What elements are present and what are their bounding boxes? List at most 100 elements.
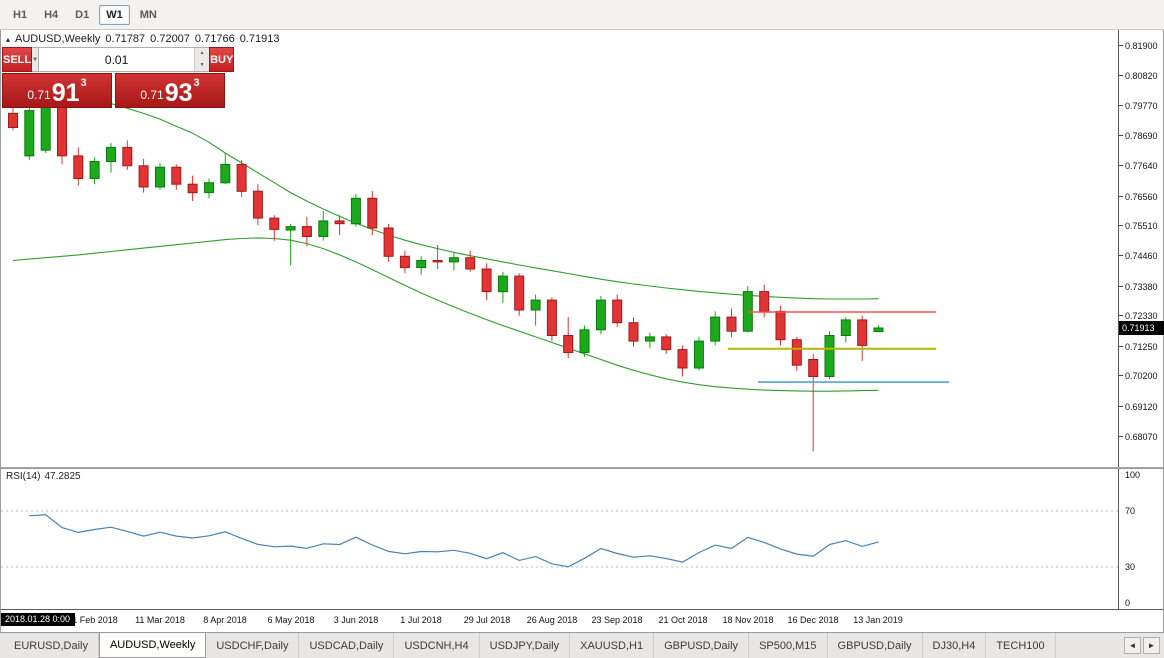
candle [497, 275, 508, 293]
date-axis-label: 23 Sep 2018 [591, 615, 643, 625]
rsi-axis-label: 70 [1125, 506, 1136, 516]
timeframe-button-h4[interactable]: H4 [37, 5, 65, 25]
order-dropdown-button[interactable]: ▼ [32, 47, 40, 72]
candle [220, 163, 231, 184]
first-bar-date-badge: 2018.01.28 0:00 [1, 613, 76, 626]
tab-scroll-left-button[interactable]: ◄ [1124, 637, 1141, 654]
symbol-tab[interactable]: AUDUSD,Weekly [98, 633, 207, 658]
date-axis-label: 6 May 2018 [267, 615, 315, 625]
price-axis-label: 0.81900 [1119, 41, 1158, 51]
price-axis-label: 0.80820 [1119, 71, 1158, 81]
candle [40, 101, 51, 151]
candle [775, 310, 786, 341]
timeframe-button-h1[interactable]: H1 [6, 5, 34, 25]
symbol-tab[interactable]: XAUUSD,H1 [570, 633, 655, 658]
symbol-tab[interactable]: TECH100 [986, 633, 1056, 658]
candle [204, 182, 214, 194]
candle [432, 260, 443, 263]
rsi-axis-label: 30 [1125, 562, 1136, 572]
price-axis-label: 0.77640 [1119, 161, 1158, 171]
symbol-tab-bar: EURUSD,Daily AUDUSD,Weekly USDCHF,Daily USD… [0, 632, 1164, 658]
symbol-tab[interactable]: DJ30,H4 [923, 633, 987, 658]
sell-price-big: 91 [51, 79, 80, 107]
candle [350, 197, 361, 225]
volume-down-button[interactable]: ▼ [195, 59, 210, 71]
sell-button[interactable]: SELL [2, 47, 33, 72]
timeframe-toolbar: H1 H4 D1 W1 MN [0, 0, 1164, 30]
timeframe-button-w1[interactable]: W1 [99, 4, 130, 25]
rsi-chart[interactable] [1, 469, 1118, 609]
price-axis[interactable]: 0.71913 0.81900 0.80820 0.79770 0.78690 0.77… [1118, 30, 1164, 467]
current-price-tag: 0.71913 [1119, 321, 1164, 335]
pane-separator[interactable] [1, 467, 1163, 469]
sell-price-base: 0.71 [27, 88, 51, 102]
symbol-tab[interactable]: EURUSD,Daily [4, 633, 99, 658]
price-axis-label: 0.72330 [1119, 311, 1158, 321]
symbol-tab[interactable]: USDCNH,H4 [394, 633, 480, 658]
candle [155, 166, 165, 188]
rsi-pane[interactable]: RSI(14) 47.2825 100 70 30 0 [1, 469, 1163, 609]
price-axis-label: 0.76560 [1119, 192, 1158, 202]
candle [840, 319, 851, 336]
rsi-axis-label: 100 [1125, 470, 1141, 480]
candle [726, 316, 737, 332]
timeframe-button-d1[interactable]: D1 [68, 5, 96, 25]
main-chart-pane[interactable]: ▴ AUDUSD,Weekly 0.71787 0.72007 0.71766 0.719… [1, 30, 1164, 467]
symbol-tab[interactable]: USDJPY,Daily [480, 633, 571, 658]
timeframe-button-mn[interactable]: MN [133, 5, 164, 25]
candle [106, 146, 116, 163]
symbol-tab[interactable]: USDCAD,Daily [299, 633, 395, 658]
candle [612, 299, 623, 324]
one-click-trading-panel: SELL ▼ ▲ ▼ BUY 0.71913 [2, 47, 235, 108]
date-axis[interactable]: 2018.01.28 0:00 1 Feb 2018 11 Mar 2018 8 A… [1, 609, 1163, 632]
chart-marker-icon: ▴ [6, 35, 11, 44]
candle [383, 227, 394, 257]
tab-scroll-right-button[interactable]: ► [1143, 637, 1160, 654]
candle [873, 327, 884, 333]
candle [530, 299, 541, 311]
date-axis-label: 29 Jul 2018 [463, 615, 511, 625]
candle [546, 299, 557, 337]
sell-price-pip: 3 [80, 77, 87, 89]
symbol-tab[interactable]: GBPUSD,Daily [828, 633, 923, 658]
candle [73, 155, 84, 180]
price-axis-label: 0.69120 [1119, 402, 1158, 412]
candle [252, 190, 263, 219]
volume-input[interactable] [39, 48, 195, 71]
buy-button[interactable]: BUY [209, 47, 235, 72]
volume-field: ▲ ▼ [39, 47, 210, 72]
symbol-tab[interactable]: SP500,M15 [749, 633, 828, 658]
candlestick-chart[interactable] [1, 30, 1118, 467]
rsi-axis: 100 70 30 0 [1118, 469, 1164, 609]
candle [138, 165, 149, 188]
buy-price-pip: 3 [193, 77, 200, 89]
rsi-label: RSI(14) 47.2825 [6, 471, 85, 482]
candle [416, 260, 427, 269]
price-axis-label: 0.70200 [1119, 371, 1158, 381]
candle [8, 112, 18, 129]
candle [24, 110, 35, 157]
ohlc-open: 0.71787 [105, 33, 146, 45]
candle [171, 166, 182, 185]
candle [514, 275, 525, 311]
rsi-name: RSI(14) [6, 471, 41, 482]
symbol-tab[interactable]: USDCHF,Daily [206, 633, 300, 658]
chart-title: ▴ AUDUSD,Weekly 0.71787 0.72007 0.71766 0.719… [6, 33, 284, 45]
date-axis-label: 26 Aug 2018 [526, 615, 578, 625]
date-axis-label: 21 Oct 2018 [658, 615, 708, 625]
price-axis-label: 0.68070 [1119, 432, 1158, 442]
buy-price-big: 93 [164, 79, 193, 107]
buy-price-display[interactable]: 0.71 93 3 [115, 73, 225, 108]
tab-scroll-controls: ◄ ► [1120, 633, 1164, 658]
chart-symbol-label: AUDUSD,Weekly [15, 33, 101, 45]
sell-price-display[interactable]: 0.71 91 3 [2, 73, 112, 108]
candle [677, 349, 688, 369]
candle [628, 322, 639, 342]
price-axis-label: 0.71250 [1119, 342, 1158, 352]
volume-up-button[interactable]: ▲ [195, 48, 210, 60]
candle [644, 336, 655, 342]
date-axis-label: 1 Feb 2018 [72, 615, 118, 625]
candle [89, 161, 100, 179]
candle [579, 329, 590, 353]
symbol-tab[interactable]: GBPUSD,Daily [654, 633, 750, 658]
